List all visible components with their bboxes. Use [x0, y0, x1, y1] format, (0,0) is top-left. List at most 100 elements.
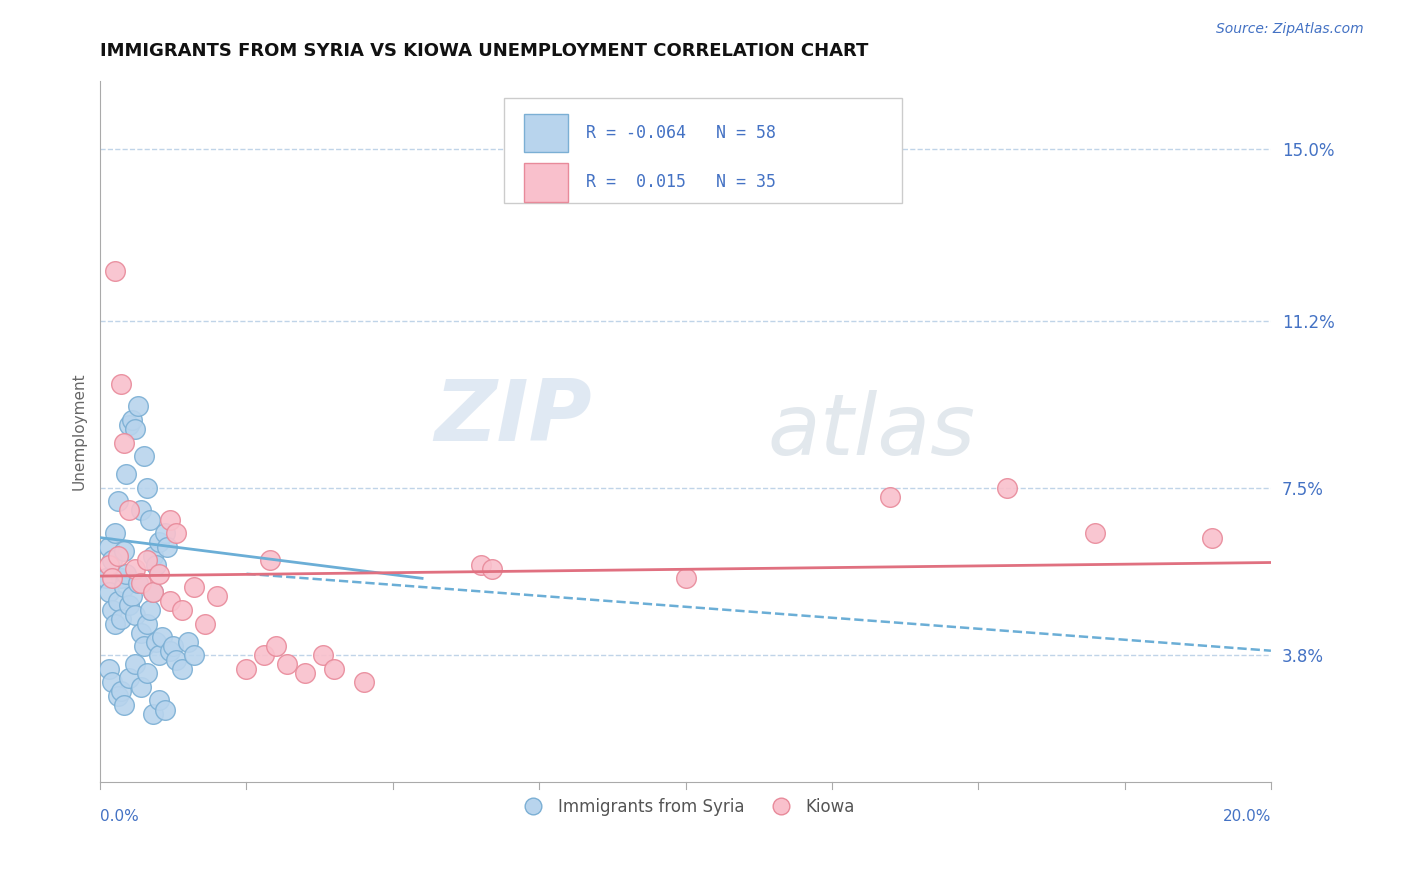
Point [145, 558, 167, 572]
Point [353, 675, 375, 690]
Point [150, 630, 173, 644]
Point [264, 639, 287, 653]
Text: ZIP: ZIP [434, 376, 592, 458]
Point [97, 558, 120, 572]
Point [153, 526, 176, 541]
Point [129, 625, 152, 640]
Point [1084, 526, 1107, 541]
Point [136, 616, 159, 631]
Point [124, 422, 146, 436]
Point [101, 571, 124, 585]
Point [156, 540, 179, 554]
Point [129, 575, 152, 590]
Y-axis label: Unemployment: Unemployment [72, 373, 86, 490]
Point [132, 449, 155, 463]
Text: R = -0.064   N = 58: R = -0.064 N = 58 [586, 124, 776, 142]
Point [142, 706, 165, 721]
Point [145, 634, 167, 648]
Point [101, 675, 124, 690]
Point [110, 684, 132, 698]
Point [124, 657, 146, 672]
Point [183, 648, 205, 663]
Point [124, 562, 146, 576]
Point [112, 698, 135, 712]
FancyBboxPatch shape [524, 163, 568, 202]
Point [121, 413, 143, 427]
Point [112, 581, 135, 595]
Point [107, 549, 129, 563]
Point [162, 639, 184, 653]
Point [118, 599, 141, 613]
Point [118, 503, 141, 517]
Point [165, 526, 187, 541]
Point [115, 566, 138, 581]
Point [127, 575, 149, 590]
Point [107, 594, 129, 608]
Point [101, 603, 124, 617]
Point [148, 535, 170, 549]
Text: 20.0%: 20.0% [1223, 809, 1271, 824]
Point [118, 417, 141, 432]
Point [129, 503, 152, 517]
Point [148, 566, 170, 581]
Point [118, 671, 141, 685]
Point [142, 585, 165, 599]
Point [253, 648, 276, 663]
Point [159, 594, 181, 608]
Point [104, 616, 127, 631]
Legend: Immigrants from Syria, Kiowa: Immigrants from Syria, Kiowa [509, 791, 862, 822]
Point [97, 540, 120, 554]
Point [129, 680, 152, 694]
Point [124, 607, 146, 622]
Point [323, 662, 346, 676]
Point [470, 558, 492, 572]
Point [205, 590, 228, 604]
Point [97, 585, 120, 599]
Point [107, 494, 129, 508]
Point [94, 571, 117, 585]
Point [110, 571, 132, 585]
Point [194, 616, 217, 631]
Point [1201, 531, 1223, 545]
Point [148, 648, 170, 663]
Point [142, 549, 165, 563]
FancyBboxPatch shape [503, 98, 903, 203]
Point [159, 512, 181, 526]
Point [172, 662, 194, 676]
Point [110, 612, 132, 626]
Point [115, 467, 138, 482]
Point [107, 689, 129, 703]
Text: Source: ZipAtlas.com: Source: ZipAtlas.com [1216, 22, 1364, 37]
Point [139, 512, 162, 526]
Point [675, 571, 697, 585]
Point [104, 264, 127, 278]
Point [165, 653, 187, 667]
Point [183, 581, 205, 595]
Point [235, 662, 257, 676]
FancyBboxPatch shape [524, 114, 568, 153]
Point [121, 590, 143, 604]
Point [259, 553, 281, 567]
Point [136, 666, 159, 681]
Point [997, 481, 1019, 495]
Point [153, 702, 176, 716]
Point [127, 400, 149, 414]
Point [879, 490, 901, 504]
Point [148, 693, 170, 707]
Text: atlas: atlas [768, 390, 976, 473]
Text: 0.0%: 0.0% [100, 809, 139, 824]
Text: R =  0.015   N = 35: R = 0.015 N = 35 [586, 173, 776, 191]
Point [112, 544, 135, 558]
Point [97, 662, 120, 676]
Point [110, 376, 132, 391]
Point [101, 553, 124, 567]
Point [294, 666, 316, 681]
Point [104, 526, 127, 541]
Point [276, 657, 298, 672]
Point [172, 603, 194, 617]
Point [112, 435, 135, 450]
Point [136, 553, 159, 567]
Point [177, 634, 200, 648]
Point [139, 603, 162, 617]
Point [311, 648, 333, 663]
